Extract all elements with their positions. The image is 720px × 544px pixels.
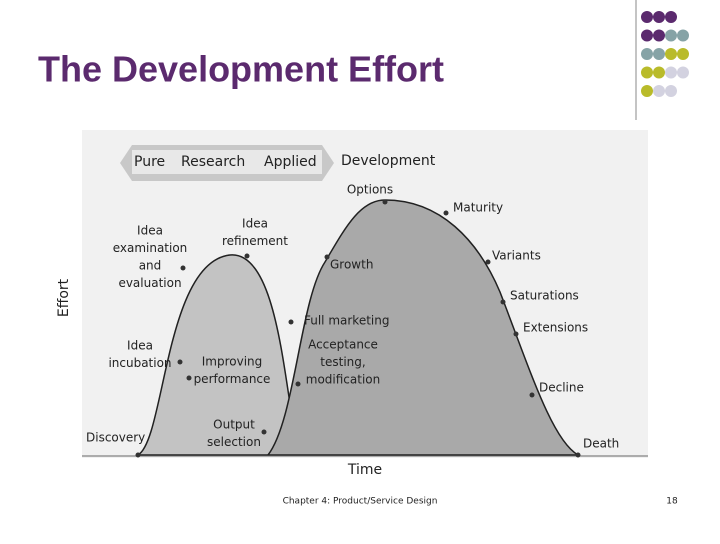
- dot: [653, 29, 665, 42]
- banner-text: Research: [181, 154, 245, 170]
- dot: [653, 85, 665, 97]
- stage-label: examination: [113, 241, 188, 255]
- stage-label: Maturity: [453, 201, 503, 215]
- dot: [641, 11, 653, 23]
- curves: [135, 199, 581, 456]
- development-curve: [266, 199, 581, 456]
- slide-title: The Development Effort: [38, 49, 444, 90]
- dot: [641, 48, 653, 60]
- y-axis-label: Effort: [56, 278, 72, 317]
- stage-label: Growth: [330, 258, 373, 272]
- stage-label: Death: [583, 437, 619, 451]
- stage-label: Full marketing: [304, 314, 389, 328]
- banner-text: Applied: [264, 154, 317, 170]
- stage-label: refinement: [222, 234, 288, 248]
- stage-label: Idea: [137, 224, 163, 238]
- dot: [653, 48, 665, 60]
- stage-label: Idea: [242, 217, 268, 231]
- footer-text: Chapter 4: Product/Service Design: [283, 497, 438, 507]
- dot: [665, 29, 677, 42]
- banner-text: Pure: [134, 154, 165, 170]
- stage-label: selection: [207, 435, 261, 449]
- stage-label: Acceptance: [308, 338, 378, 352]
- page-number: 18: [666, 497, 678, 507]
- stage-label: evaluation: [118, 276, 181, 290]
- dot: [665, 66, 677, 79]
- dot: [665, 11, 677, 23]
- stage-label: and: [139, 259, 162, 273]
- stage-label: Saturations: [510, 289, 579, 303]
- stage-label: Extensions: [523, 321, 588, 335]
- dot: [677, 29, 689, 42]
- stage-label: Discovery: [86, 431, 145, 445]
- stage-label: Idea: [127, 339, 153, 353]
- banner-inner: [132, 150, 322, 174]
- stage-label: performance: [194, 372, 271, 386]
- stage-label: testing,: [320, 355, 365, 369]
- stage-label: Output: [213, 418, 255, 432]
- dot: [641, 66, 653, 79]
- stage-label: modification: [306, 373, 380, 387]
- stage-label: Options: [347, 183, 393, 197]
- stage-label: Improving: [202, 355, 263, 369]
- dot: [677, 66, 689, 79]
- phase-label: Development: [341, 153, 436, 169]
- dot: [677, 48, 689, 60]
- stage-label: Variants: [492, 249, 541, 263]
- dot: [653, 11, 665, 23]
- stage-label: Decline: [539, 381, 584, 395]
- dot: [665, 85, 677, 97]
- dot: [641, 85, 653, 97]
- dot: [653, 66, 665, 79]
- stage-labels: Idea examination and evaluation Idea refineme…: [86, 183, 619, 451]
- curve-points: [135, 199, 581, 458]
- dot-grid: [641, 11, 689, 97]
- x-axis-label: Time: [347, 462, 382, 478]
- stage-label: incubation: [108, 356, 171, 370]
- dot: [641, 29, 653, 42]
- dot: [665, 48, 677, 60]
